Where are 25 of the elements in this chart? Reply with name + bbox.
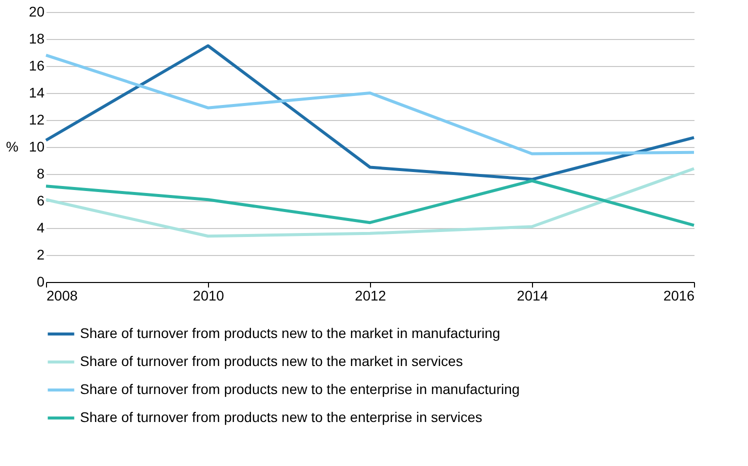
- legend-label: Share of turnover from products new to the market in manufacturing: [80, 325, 500, 341]
- x-tick-label: 2016: [663, 288, 695, 304]
- y-tick-label: 16: [28, 58, 45, 74]
- x-tick-label: 2010: [192, 288, 224, 304]
- y-tick-label: 0: [36, 274, 45, 290]
- y-tick-label: 20: [28, 4, 45, 20]
- line-series: [44, 167, 696, 238]
- y-tick-label: 2: [36, 246, 45, 262]
- y-tick-label: 6: [36, 192, 45, 208]
- x-tick-label: 2012: [354, 288, 386, 304]
- y-tick-label: 4: [36, 220, 45, 236]
- y-tick-label: 14: [28, 84, 45, 100]
- x-tick-label: 2014: [516, 288, 548, 304]
- line-series: [44, 44, 696, 181]
- y-axis-title: %: [6, 138, 18, 154]
- legend-label: Share of turnover from products new to the enterprise in manufacturing: [80, 381, 520, 397]
- y-tick-label: 18: [28, 30, 45, 46]
- y-tick-label: 8: [36, 166, 45, 182]
- line-series: [44, 179, 696, 227]
- line-series: [44, 54, 696, 156]
- legend-label: Share of turnover from products new to the market in services: [80, 353, 463, 369]
- y-tick-label: 12: [28, 112, 45, 128]
- x-tick-label: 2008: [46, 288, 78, 304]
- y-tick-label: 10: [28, 138, 45, 154]
- legend-label: Share of turnover from products new to the enterprise in services: [80, 409, 482, 425]
